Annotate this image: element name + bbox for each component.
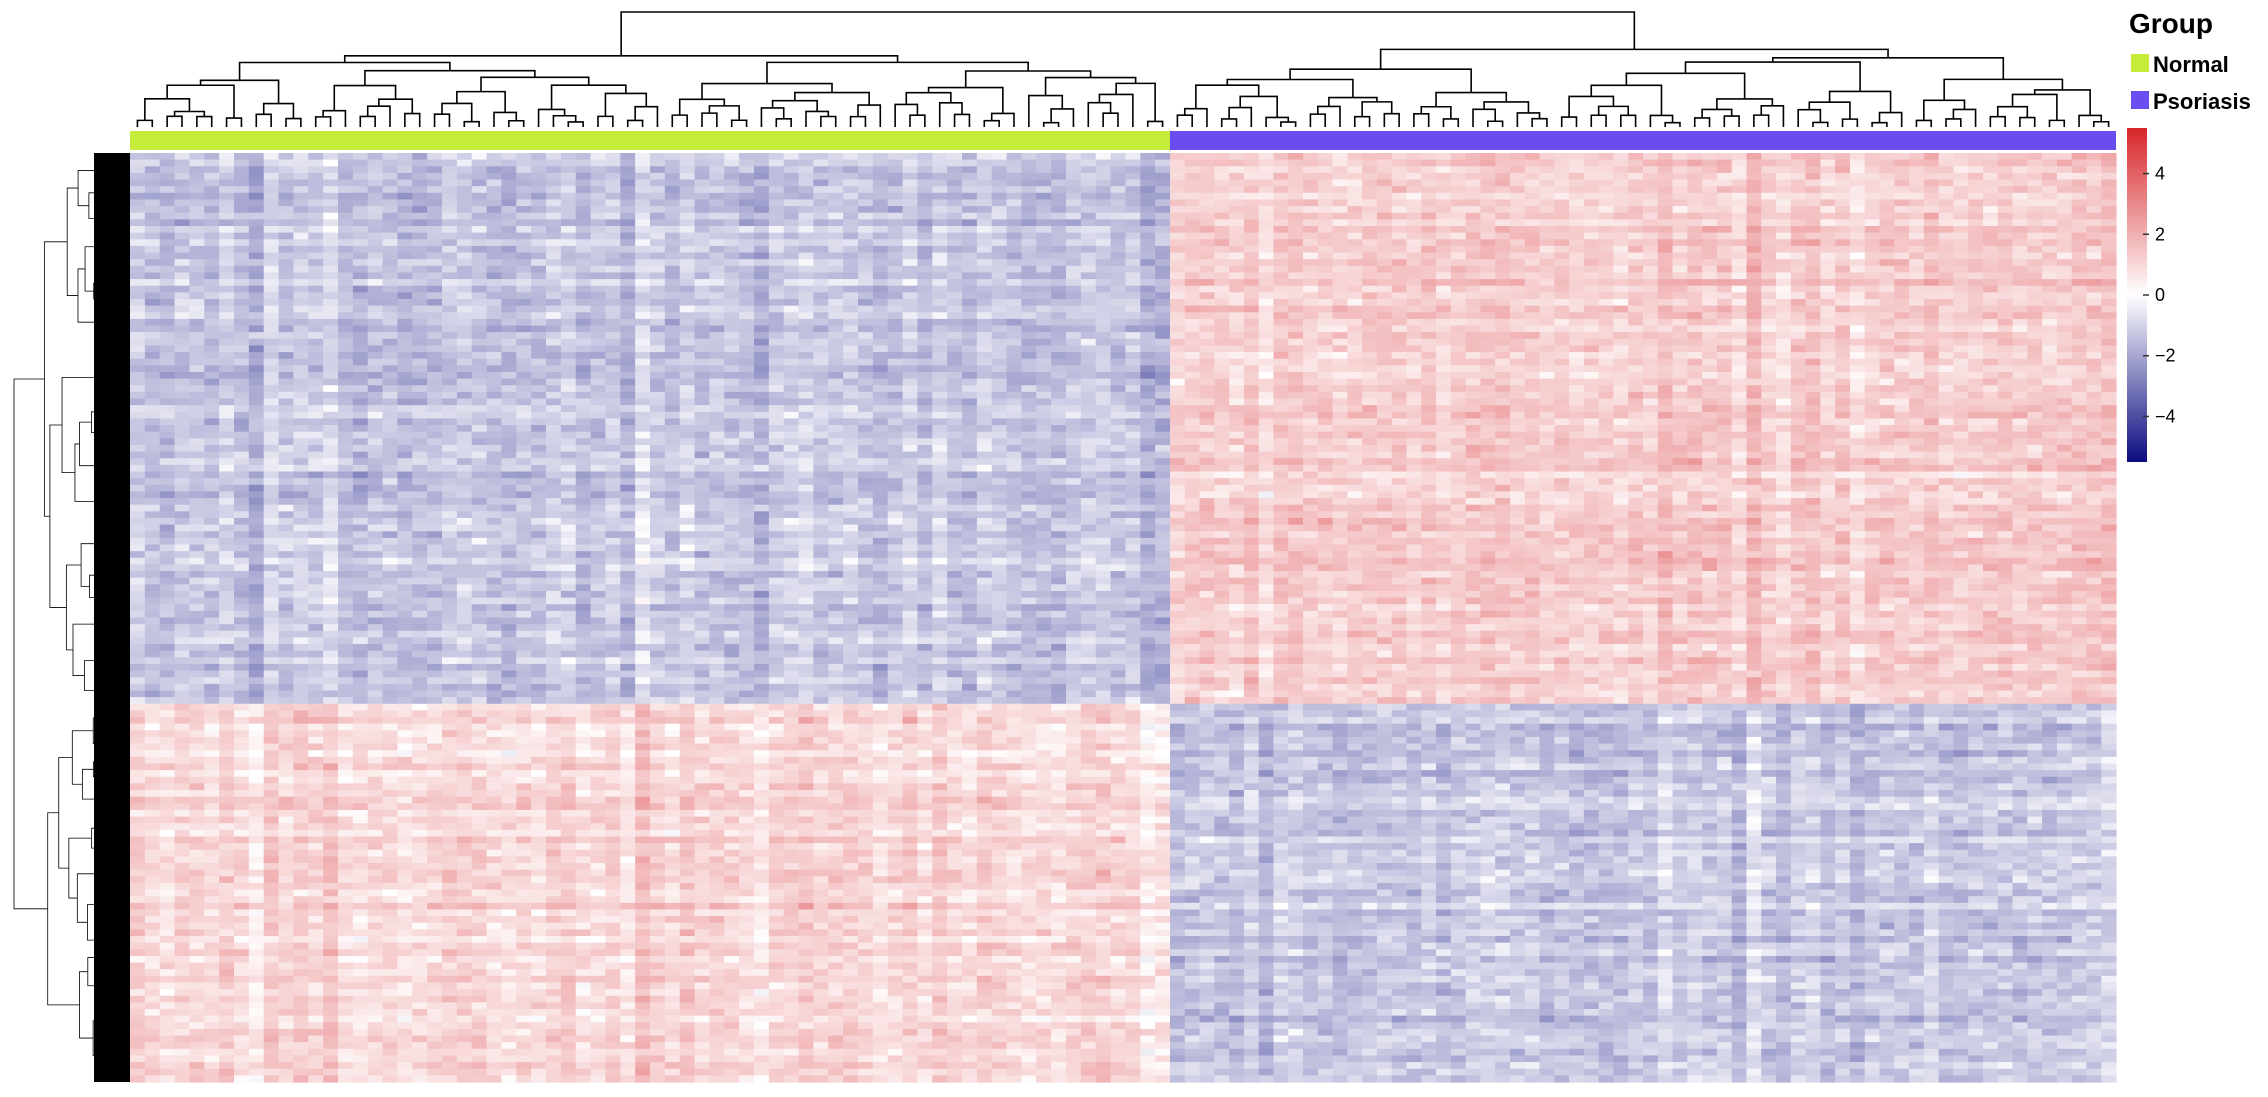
heatmap-cells <box>130 153 2117 1083</box>
color-scale-tick-label: 4 <box>2155 164 2165 184</box>
group-bar-normal <box>130 131 1170 150</box>
legend-swatch-psoriasis <box>2131 91 2149 109</box>
legend-label-normal: Normal <box>2153 52 2229 77</box>
group-annotation-bar <box>130 131 2116 150</box>
row-dendrogram-leaves <box>94 153 130 1082</box>
color-scale-bar <box>2127 128 2147 462</box>
group-bar-psoriasis <box>1170 131 2116 150</box>
row-dendrogram <box>13 153 130 1082</box>
group-legend: Group Normal Psoriasis <box>2129 8 2251 114</box>
color-scale-legend: 4 2 0 −2 −4 <box>2127 128 2176 462</box>
color-scale-tick-label: 0 <box>2155 285 2165 305</box>
legend-title: Group <box>2129 8 2213 39</box>
color-scale-tick-label: −4 <box>2155 406 2176 426</box>
legend-swatch-normal <box>2131 54 2149 72</box>
color-scale-tick-label: 2 <box>2155 224 2165 244</box>
color-scale-tick-label: −2 <box>2155 346 2176 366</box>
legend-label-psoriasis: Psoriasis <box>2153 89 2251 114</box>
column-dendrogram <box>136 11 2110 127</box>
